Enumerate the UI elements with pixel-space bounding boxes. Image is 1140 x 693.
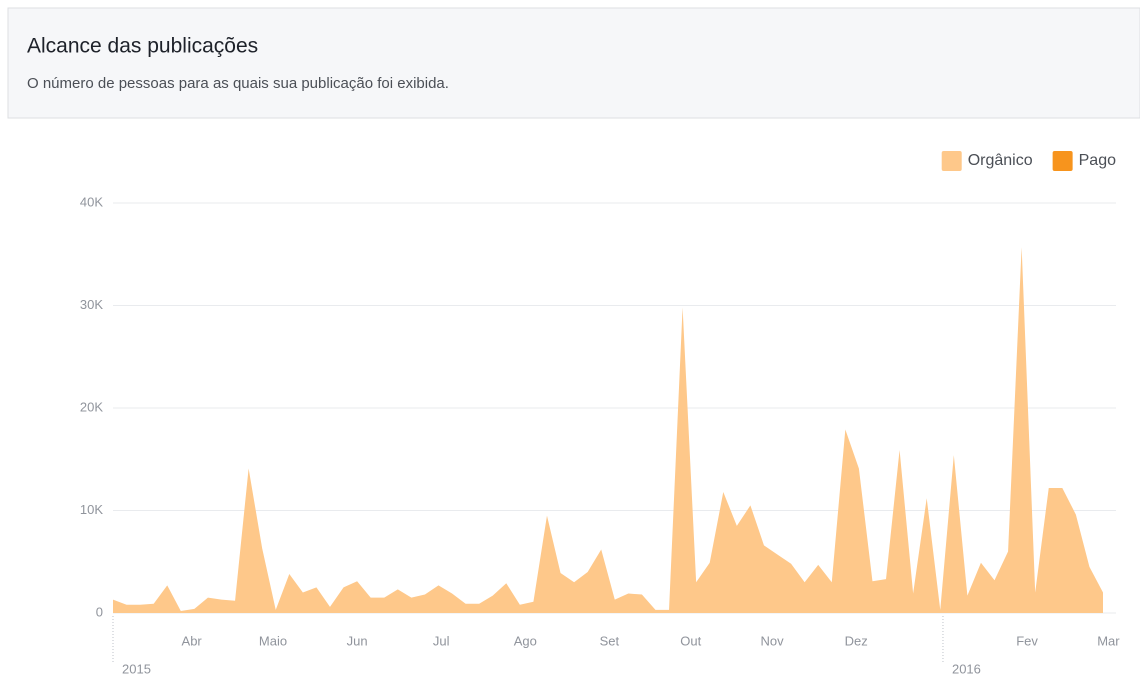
x-tick-label: Set: [600, 633, 620, 648]
x-tick-label: Abr: [182, 633, 203, 648]
area: [113, 247, 1103, 613]
year-label: 2015: [122, 661, 151, 676]
x-tick-label: Out: [680, 633, 701, 648]
header-panel: [7, 7, 1140, 119]
header-subtitle: O número de pessoas para as quais sua pu…: [27, 75, 449, 92]
x-tick-label: Mar: [1097, 633, 1120, 648]
x-tick-label: Fev: [1016, 633, 1038, 648]
y-tick-label: 20K: [80, 399, 103, 414]
x-tick-label: Dez: [845, 633, 868, 648]
legend-swatch: [1052, 151, 1073, 171]
legend-label: Orgânico: [968, 152, 1033, 169]
legend-label: Pago: [1079, 152, 1116, 169]
x-tick-label: Maio: [259, 633, 287, 648]
year-label: 2016: [952, 661, 981, 676]
x-tick-label: Nov: [761, 633, 785, 648]
legend-swatch: [941, 151, 962, 171]
x-tick-label: Ago: [514, 633, 537, 648]
y-tick-label: 10K: [80, 502, 103, 517]
x-tick-label: Jul: [433, 633, 450, 648]
x-tick-label: Jun: [347, 633, 368, 648]
y-tick-label: 30K: [80, 297, 103, 312]
y-tick-label: 40K: [80, 194, 103, 209]
header-title: Alcance das publicações: [27, 35, 258, 58]
y-tick-label: 0: [96, 604, 103, 619]
